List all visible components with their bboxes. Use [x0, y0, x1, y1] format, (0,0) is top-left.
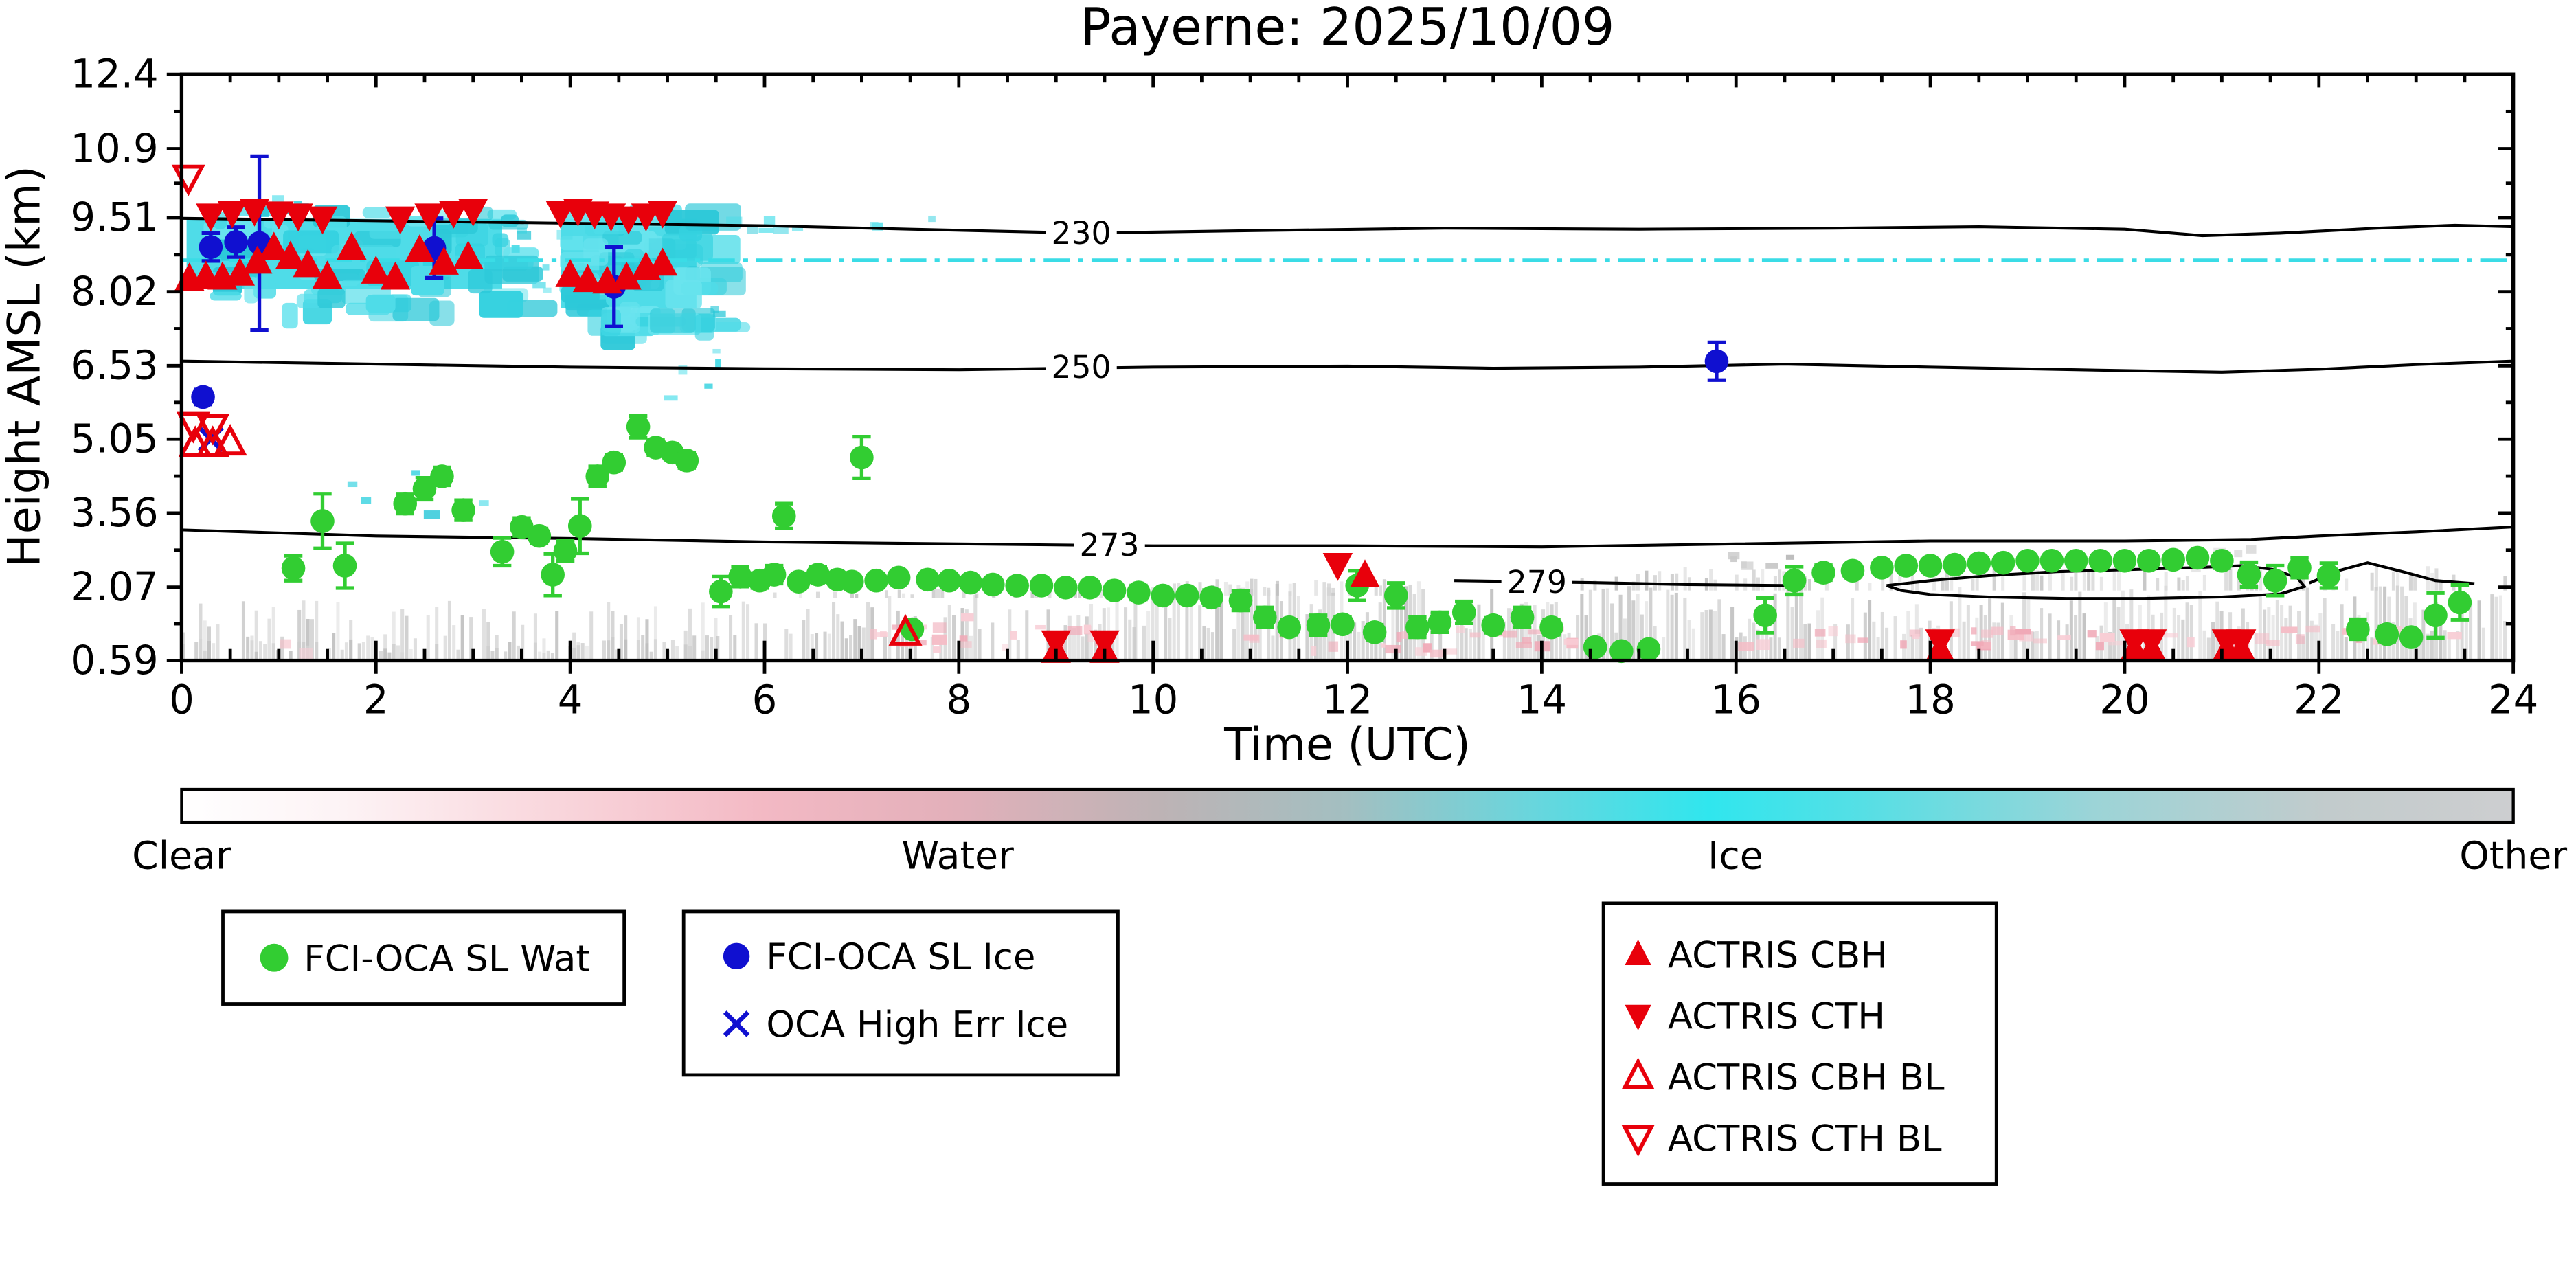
- cth-bl-marker-icon: [1621, 1125, 1655, 1157]
- y-tick-label: 2.07: [70, 563, 158, 610]
- x-tick-label: 18: [1905, 676, 1955, 723]
- x-tick-label: 8: [946, 676, 971, 723]
- x-tick-label: 12: [1322, 676, 1372, 723]
- y-tick-label: 10.9: [70, 125, 158, 172]
- legend-label-sl-ice: FCI-OCA SL Ice: [766, 936, 1035, 978]
- y-tick-label: 8.02: [70, 268, 158, 315]
- x-tick-label: 22: [2294, 676, 2344, 723]
- contour-label-279: 279: [1507, 564, 1567, 600]
- colorbar-gradient: [180, 787, 2515, 824]
- temperature-contours: 230 250 273 279: [181, 213, 2513, 602]
- x-tick-label: 6: [752, 676, 778, 723]
- y-tick-label: 0.59: [70, 637, 158, 683]
- y-tick-label: 12.4: [70, 50, 158, 97]
- legend-label-cth: ACTRIS CTH: [1668, 996, 1885, 1038]
- legend-label-sl-wat: FCI-OCA SL Wat: [304, 938, 590, 980]
- data-markers: [171, 154, 2472, 664]
- x-tick-label: 20: [2099, 676, 2149, 723]
- legend-box: [1601, 901, 1998, 1186]
- contour-label-250: 250: [1051, 349, 1111, 385]
- series-actris-cbh: [174, 231, 2257, 663]
- x-tick-label: 4: [558, 676, 583, 723]
- x-axis-label: Time (UTC): [1223, 719, 1471, 771]
- x-tick-label: 16: [1711, 676, 1761, 723]
- x-tick-label: 24: [2488, 676, 2538, 723]
- colorbar-label-water: Water: [902, 834, 1015, 878]
- x-tick-label: 0: [169, 676, 194, 723]
- contour-label-230: 230: [1051, 215, 1111, 251]
- contour-label-273: 273: [1079, 527, 1139, 563]
- y-tick-label: 5.05: [70, 415, 158, 462]
- y-axis-label: Height AMSL (km): [0, 166, 51, 567]
- colorbar-label-ice: Ice: [1708, 834, 1763, 878]
- series-actris-cbh-bl: [178, 424, 923, 646]
- x-tick-label: 14: [1517, 676, 1567, 723]
- legend-label-cth-bl: ACTRIS CTH BL: [1668, 1118, 1942, 1160]
- sl-ice-marker-icon: [723, 942, 750, 970]
- legend-label-cbh-bl: ACTRIS CBH BL: [1668, 1057, 1945, 1099]
- legend-label-cbh: ACTRIS CBH: [1668, 935, 1888, 977]
- cth-marker-icon: [1625, 1004, 1651, 1030]
- x-tick-label: 10: [1128, 676, 1178, 723]
- y-tick-label: 9.51: [70, 194, 158, 240]
- colorbar-label-clear: Clear: [132, 834, 231, 878]
- legend-label-high-err-ice: OCA High Err Ice: [766, 1004, 1068, 1046]
- legend-box: [681, 909, 1120, 1077]
- series-actris-cth: [196, 199, 2257, 659]
- high-err-ice-marker-icon: [723, 1010, 750, 1037]
- colorbar: Clear Water Ice Other: [132, 787, 2567, 878]
- series-fci-oca-sl-wat: [281, 414, 2472, 664]
- y-tick-label: 6.53: [70, 342, 158, 389]
- legend-sl-wat: FCI-OCA SL Wat: [221, 909, 626, 1006]
- chart-title: Payerne: 2025/10/09: [1081, 0, 1615, 57]
- plot-axes: 0 2 4 6 8 10 12 14 16 18 20 22 2412.410.99.518.026.5…: [70, 50, 2538, 723]
- legend-box: [221, 909, 626, 1006]
- legend-actris: ACTRIS CBH ACTRIS CTH ACTRIS CBH BL ACTR…: [1601, 901, 1998, 1186]
- y-tick-label: 3.56: [70, 489, 158, 536]
- sl-wat-marker-icon: [260, 943, 289, 972]
- cbh-bl-marker-icon: [1621, 1057, 1655, 1089]
- legend-sl-ice: FCI-OCA SL Ice OCA High Err Ice: [681, 909, 1120, 1077]
- colorbar-label-other: Other: [2459, 834, 2567, 878]
- cbh-marker-icon: [1625, 939, 1651, 966]
- x-tick-label: 2: [363, 676, 389, 723]
